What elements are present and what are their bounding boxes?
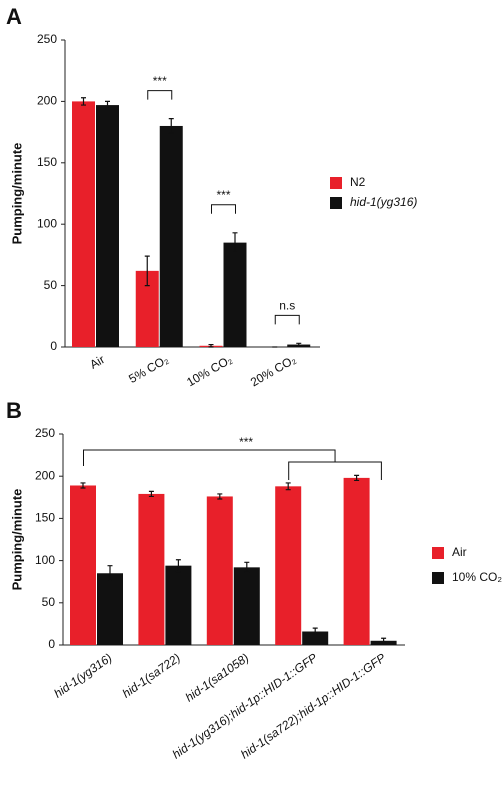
y-tick-label: 50 bbox=[44, 278, 58, 292]
x-tick-label: 20% CO₂ bbox=[248, 352, 299, 389]
y-tick-label: 200 bbox=[35, 468, 55, 482]
significance-bracket bbox=[83, 449, 382, 480]
significance-label: *** bbox=[239, 435, 253, 449]
bar bbox=[223, 242, 247, 347]
bar bbox=[135, 270, 159, 347]
legend-label: N2 bbox=[350, 175, 366, 189]
y-tick-label: 150 bbox=[35, 511, 55, 525]
bar bbox=[343, 477, 370, 645]
error-bar bbox=[168, 117, 174, 134]
y-tick-label: 0 bbox=[50, 339, 57, 353]
panel-label: A bbox=[6, 4, 22, 29]
bar bbox=[138, 493, 165, 645]
bar bbox=[70, 485, 96, 645]
significance-bracket bbox=[147, 90, 173, 100]
bar bbox=[233, 567, 260, 645]
x-tick-label: 10% CO₂ bbox=[184, 352, 235, 389]
y-tick-label: 250 bbox=[37, 32, 57, 46]
x-tick-label: 5% CO₂ bbox=[126, 352, 171, 386]
error-bar bbox=[144, 255, 150, 287]
y-tick-label: 0 bbox=[48, 637, 55, 651]
significance-bracket bbox=[274, 314, 300, 325]
y-tick-label: 50 bbox=[42, 595, 56, 609]
error-bar bbox=[208, 343, 214, 348]
significance-bracket bbox=[211, 204, 236, 214]
error-bar bbox=[107, 565, 113, 582]
error-bar bbox=[381, 637, 387, 644]
bar bbox=[206, 496, 233, 645]
legend-label: 10% CO₂ bbox=[452, 570, 502, 584]
error-bar bbox=[312, 627, 318, 636]
panel-label: B bbox=[6, 398, 22, 423]
x-tick-label: hid-1(yg316) bbox=[51, 651, 114, 701]
y-tick-label: 250 bbox=[35, 426, 55, 440]
y-tick-label: 100 bbox=[37, 216, 57, 230]
bar bbox=[72, 101, 95, 348]
x-tick-label: hid-1(sa722);hid-1p::HID-1::GFP bbox=[238, 651, 388, 762]
error-bar bbox=[232, 232, 238, 254]
error-bar bbox=[354, 474, 360, 482]
y-tick-label: 150 bbox=[37, 155, 57, 169]
significance-label: *** bbox=[153, 74, 167, 88]
error-bar bbox=[285, 482, 291, 491]
error-bar bbox=[244, 561, 250, 574]
legend-swatch bbox=[432, 547, 444, 559]
bar bbox=[96, 105, 119, 347]
y-axis-label: Pumping/minute bbox=[9, 489, 24, 591]
x-tick-label: hid-1(sa1058) bbox=[183, 651, 252, 705]
bar bbox=[165, 565, 192, 645]
bar bbox=[159, 125, 183, 348]
legend-swatch bbox=[330, 177, 342, 189]
y-tick-label: 100 bbox=[35, 553, 55, 567]
legend-label: Air bbox=[452, 545, 467, 559]
bar bbox=[97, 573, 123, 645]
x-tick-label: hid-1(sa722) bbox=[120, 651, 183, 701]
error-bar bbox=[217, 493, 223, 500]
error-bar bbox=[296, 342, 302, 347]
y-tick-label: 200 bbox=[37, 94, 57, 108]
significance-label: *** bbox=[216, 188, 230, 202]
error-bar bbox=[148, 490, 154, 498]
legend-swatch bbox=[432, 572, 444, 584]
legend-label: hid-1(yg316) bbox=[350, 195, 417, 209]
legend-swatch bbox=[330, 197, 342, 209]
error-bar bbox=[81, 97, 86, 106]
y-axis-label: Pumping/minute bbox=[9, 143, 24, 245]
error-bar bbox=[175, 559, 181, 573]
error-bar bbox=[105, 100, 110, 110]
significance-label: n.s bbox=[279, 298, 295, 312]
x-tick-label: Air bbox=[87, 352, 107, 371]
error-bar bbox=[80, 482, 86, 489]
bar bbox=[302, 631, 329, 645]
bar bbox=[275, 486, 302, 645]
